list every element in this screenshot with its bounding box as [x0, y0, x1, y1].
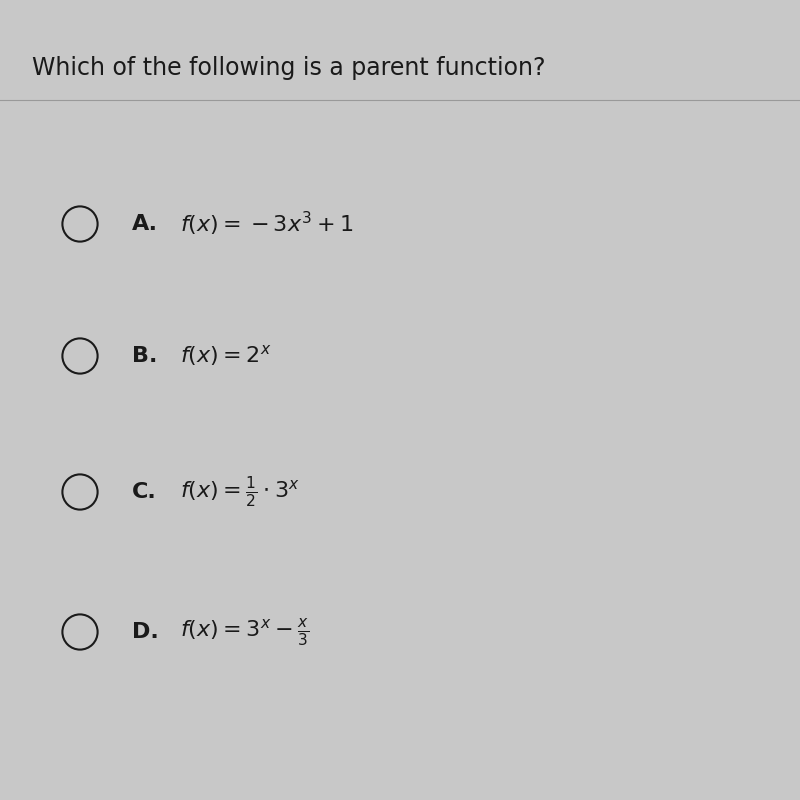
Text: C.: C.: [132, 482, 157, 502]
Text: B.: B.: [132, 346, 158, 366]
Text: $f(x) = 3^{x} - \frac{x}{3}$: $f(x) = 3^{x} - \frac{x}{3}$: [180, 616, 309, 648]
Text: $f(x) = 2^{x}$: $f(x) = 2^{x}$: [180, 343, 271, 369]
Text: D.: D.: [132, 622, 158, 642]
Text: $f(x) = -3x^{3} + 1$: $f(x) = -3x^{3} + 1$: [180, 210, 354, 238]
Text: $f(x) = \frac{1}{2} \cdot 3^{x}$: $f(x) = \frac{1}{2} \cdot 3^{x}$: [180, 474, 300, 510]
Text: A.: A.: [132, 214, 158, 234]
Text: Which of the following is a parent function?: Which of the following is a parent funct…: [32, 56, 546, 80]
